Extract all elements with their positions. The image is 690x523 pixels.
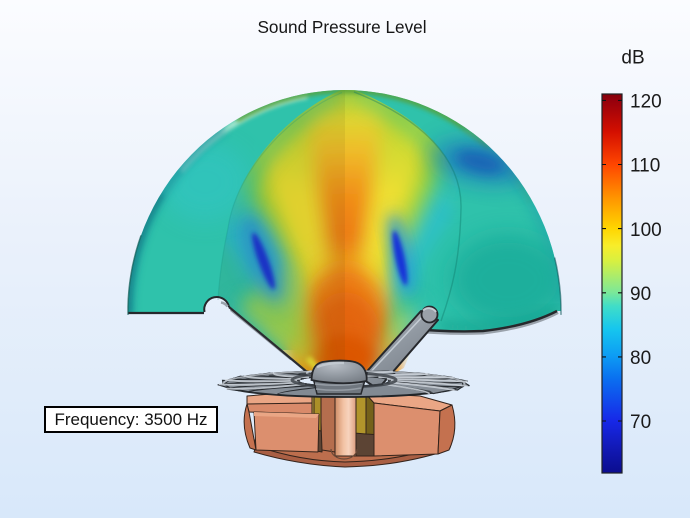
- svg-text:80: 80: [630, 348, 651, 369]
- svg-text:Frequency: 3500 Hz: Frequency: 3500 Hz: [54, 410, 207, 429]
- svg-text:Sound Pressure Level: Sound Pressure Level: [257, 17, 426, 37]
- svg-text:dB: dB: [621, 48, 644, 69]
- svg-text:110: 110: [630, 156, 660, 177]
- svg-text:100: 100: [630, 220, 662, 241]
- svg-text:70: 70: [630, 412, 651, 433]
- svg-text:90: 90: [630, 284, 651, 305]
- svg-text:120: 120: [630, 92, 662, 113]
